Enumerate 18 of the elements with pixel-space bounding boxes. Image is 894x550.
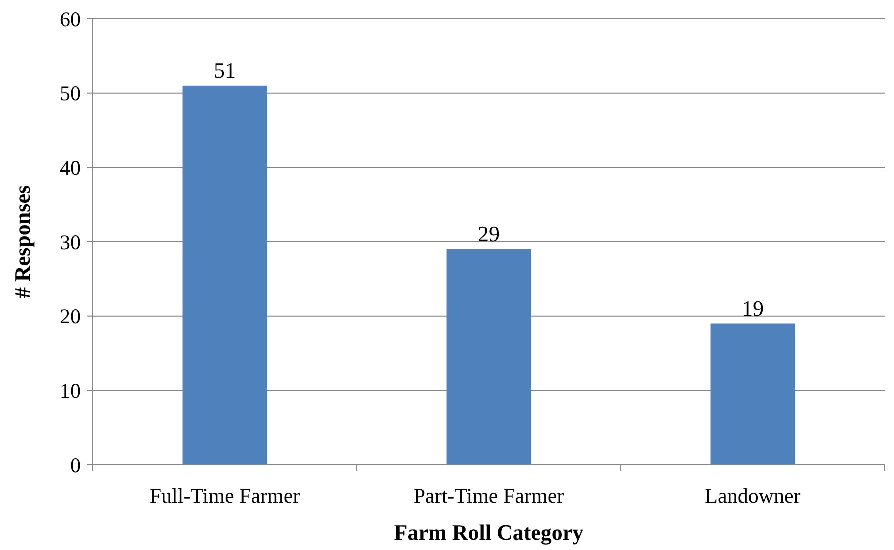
y-tick-label: 60 bbox=[60, 7, 81, 32]
bar bbox=[446, 249, 532, 465]
y-tick-label: 10 bbox=[60, 379, 81, 404]
x-tick-label: Part-Time Farmer bbox=[414, 484, 564, 508]
data-label: 19 bbox=[742, 296, 764, 321]
y-axis-title: # Responses bbox=[10, 185, 35, 299]
data-label: 51 bbox=[214, 58, 236, 83]
y-tick-label: 30 bbox=[60, 230, 81, 254]
y-tick-label: 50 bbox=[60, 82, 81, 106]
bar bbox=[710, 324, 796, 465]
y-tick-label: 20 bbox=[60, 304, 81, 329]
data-label: 29 bbox=[478, 221, 500, 246]
bar bbox=[182, 86, 268, 465]
y-tick-label: 0 bbox=[70, 453, 81, 478]
x-axis-title: Farm Roll Category bbox=[394, 520, 584, 545]
x-tick-label: Landowner bbox=[705, 484, 801, 508]
x-tick-label: Full-Time Farmer bbox=[150, 484, 300, 508]
y-tick-label: 40 bbox=[60, 156, 81, 180]
